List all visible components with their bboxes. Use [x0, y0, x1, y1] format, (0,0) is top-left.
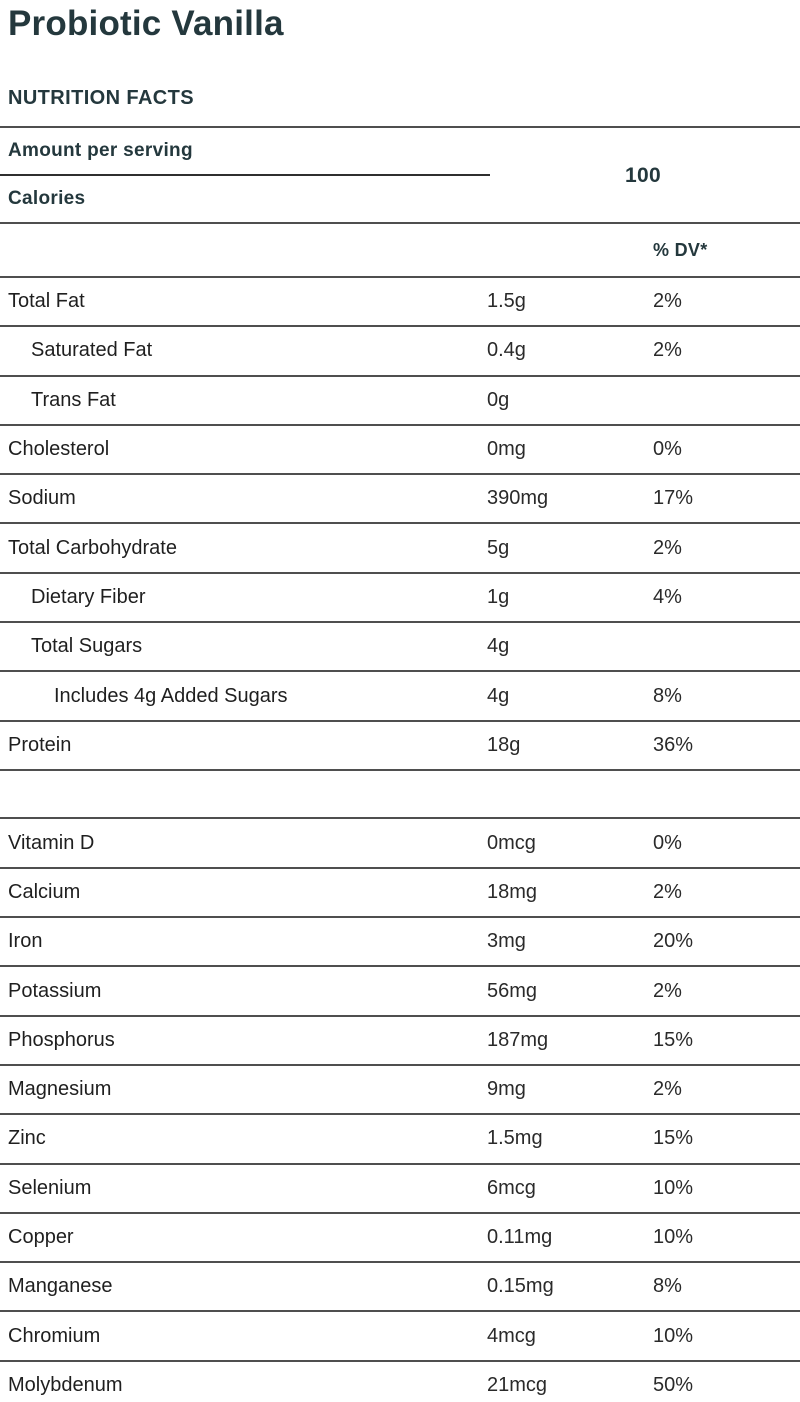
micro-nutrient-table: Vitamin D 0mcg 0% Calcium 18mg 2% Iron 3mg 20% Po… [0, 819, 800, 1402]
nutrient-amount: 3mg [487, 930, 526, 953]
table-row: Total Sugars 4g [0, 623, 800, 673]
table-row: Chromium 4mcg 10% [0, 1312, 800, 1362]
table-row: Magnesium 9mg 2% [0, 1066, 800, 1116]
table-row: Total Fat 1.5g 2% [0, 278, 800, 328]
nutrient-name: Total Fat [8, 290, 85, 313]
nutrient-dv: 0% [653, 438, 682, 461]
nutrient-dv: 4% [653, 585, 682, 608]
table-row: Molybdenum 21mcg 50% [0, 1362, 800, 1402]
nutrient-amount: 0.15mg [487, 1275, 554, 1298]
nutrient-name: Potassium [8, 979, 102, 1002]
nutrient-dv: 20% [653, 930, 694, 953]
nutrient-amount: 390mg [487, 487, 549, 510]
nutrient-name: Total Carbohydrate [8, 536, 177, 559]
nutrient-name: Cholesterol [8, 438, 110, 461]
nutrient-amount: 187mg [487, 1028, 549, 1051]
nutrient-name: Selenium [8, 1176, 92, 1199]
nutrient-amount: 56mg [487, 979, 538, 1002]
nutrient-amount: 18g [487, 733, 521, 756]
amount-per-serving-label: Amount per serving [0, 128, 490, 176]
nutrient-amount: 5g [487, 536, 510, 559]
nutrient-name: Iron [8, 930, 43, 953]
nutrient-dv: 15% [653, 1028, 694, 1051]
nutrient-dv: 2% [653, 536, 682, 559]
table-row: Iron 3mg 20% [0, 918, 800, 968]
nutrient-amount: 1.5mg [487, 1127, 543, 1150]
nutrient-name: Copper [8, 1225, 74, 1248]
nutrient-dv: 15% [653, 1127, 694, 1150]
table-row: Cholesterol 0mg 0% [0, 426, 800, 476]
nutrient-dv: 50% [653, 1373, 694, 1396]
table-row: Sodium 390mg 17% [0, 475, 800, 525]
nutrient-name: Chromium [8, 1324, 101, 1347]
table-row: Calcium 18mg 2% [0, 869, 800, 919]
calories-value: 100 [625, 164, 661, 187]
nutrient-dv: 17% [653, 487, 694, 510]
nutrient-dv: 0% [653, 831, 682, 854]
nutrient-dv: 10% [653, 1324, 694, 1347]
table-row: Selenium 6mcg 10% [0, 1165, 800, 1214]
nutrient-dv: 2% [653, 979, 682, 1002]
table-row: Zinc 1.5mg 15% [0, 1115, 800, 1165]
table-row: Dietary Fiber 1g 4% [0, 574, 800, 624]
nutrient-name: Vitamin D [8, 831, 95, 854]
table-row: Manganese 0.15mg 8% [0, 1263, 800, 1313]
nutrient-amount: 21mcg [487, 1373, 548, 1396]
nutrient-name: Sodium [8, 487, 76, 510]
nutrient-amount: 0.4g [487, 339, 526, 362]
table-row: Vitamin D 0mcg 0% [0, 819, 800, 869]
nutrient-name: Zinc [8, 1127, 46, 1150]
table-row: Trans Fat 0g [0, 377, 800, 426]
calories-label: Calories [8, 188, 86, 209]
nutrient-amount: 0.11mg [487, 1225, 553, 1248]
nutrient-name: Calcium [8, 880, 81, 903]
table-row: Potassium 56mg 2% [0, 967, 800, 1017]
nutrient-amount: 1g [487, 585, 510, 608]
table-row: Includes 4g Added Sugars 4g 8% [0, 672, 800, 722]
nutrient-dv: 2% [653, 1078, 682, 1101]
nutrient-dv: 2% [653, 339, 682, 362]
nutrient-name: Protein [8, 733, 72, 756]
nutrient-dv: 2% [653, 290, 682, 313]
nutrient-name: Magnesium [8, 1078, 112, 1101]
nutrient-name: Manganese [8, 1275, 113, 1298]
nutrient-name: Total Sugars [31, 635, 143, 658]
nutrient-amount: 0g [487, 388, 510, 411]
nutrient-name: Phosphorus [8, 1028, 115, 1051]
nutrient-dv: 36% [653, 733, 694, 756]
nutrient-dv: 10% [653, 1225, 694, 1248]
nutrient-amount: 0mg [487, 438, 526, 461]
nutrient-amount: 0mcg [487, 831, 536, 854]
nutrient-amount: 4mcg [487, 1324, 536, 1347]
table-row: Copper 0.11mg 10% [0, 1214, 800, 1264]
nutrient-amount: 18mg [487, 880, 538, 903]
nutrient-amount: 4g [487, 684, 510, 707]
table-row: Saturated Fat 0.4g 2% [0, 327, 800, 377]
nutrient-amount: 6mcg [487, 1176, 536, 1199]
nutrient-name: Includes 4g Added Sugars [54, 684, 288, 707]
table-row: Phosphorus 187mg 15% [0, 1017, 800, 1066]
dv-header-row: % DV* [0, 224, 800, 278]
nutrient-dv: 8% [653, 684, 682, 707]
nutrient-amount: 1.5g [487, 290, 526, 313]
nutrient-name: Saturated Fat [31, 339, 153, 362]
percent-dv-header: % DV* [653, 239, 708, 260]
nutrient-amount: 9mg [487, 1078, 526, 1101]
nutrient-name: Dietary Fiber [31, 585, 146, 608]
nutrient-name: Molybdenum [8, 1373, 123, 1396]
serving-summary: Amount per serving Calories 100 [0, 128, 800, 224]
nutrient-name: Trans Fat [31, 388, 116, 411]
table-row: Total Carbohydrate 5g 2% [0, 524, 800, 574]
table-row: Protein 18g 36% [0, 722, 800, 771]
nutrient-amount: 4g [487, 635, 510, 658]
nutrition-facts-heading: NUTRITION FACTS [0, 46, 800, 128]
nutrient-dv: 2% [653, 880, 682, 903]
nutrient-dv: 8% [653, 1275, 682, 1298]
section-divider [0, 771, 800, 820]
nutrient-dv: 10% [653, 1176, 694, 1199]
product-title: Probiotic Vanilla [8, 4, 284, 43]
macro-nutrient-table: Total Fat 1.5g 2% Saturated Fat 0.4g 2% Trans … [0, 278, 800, 771]
